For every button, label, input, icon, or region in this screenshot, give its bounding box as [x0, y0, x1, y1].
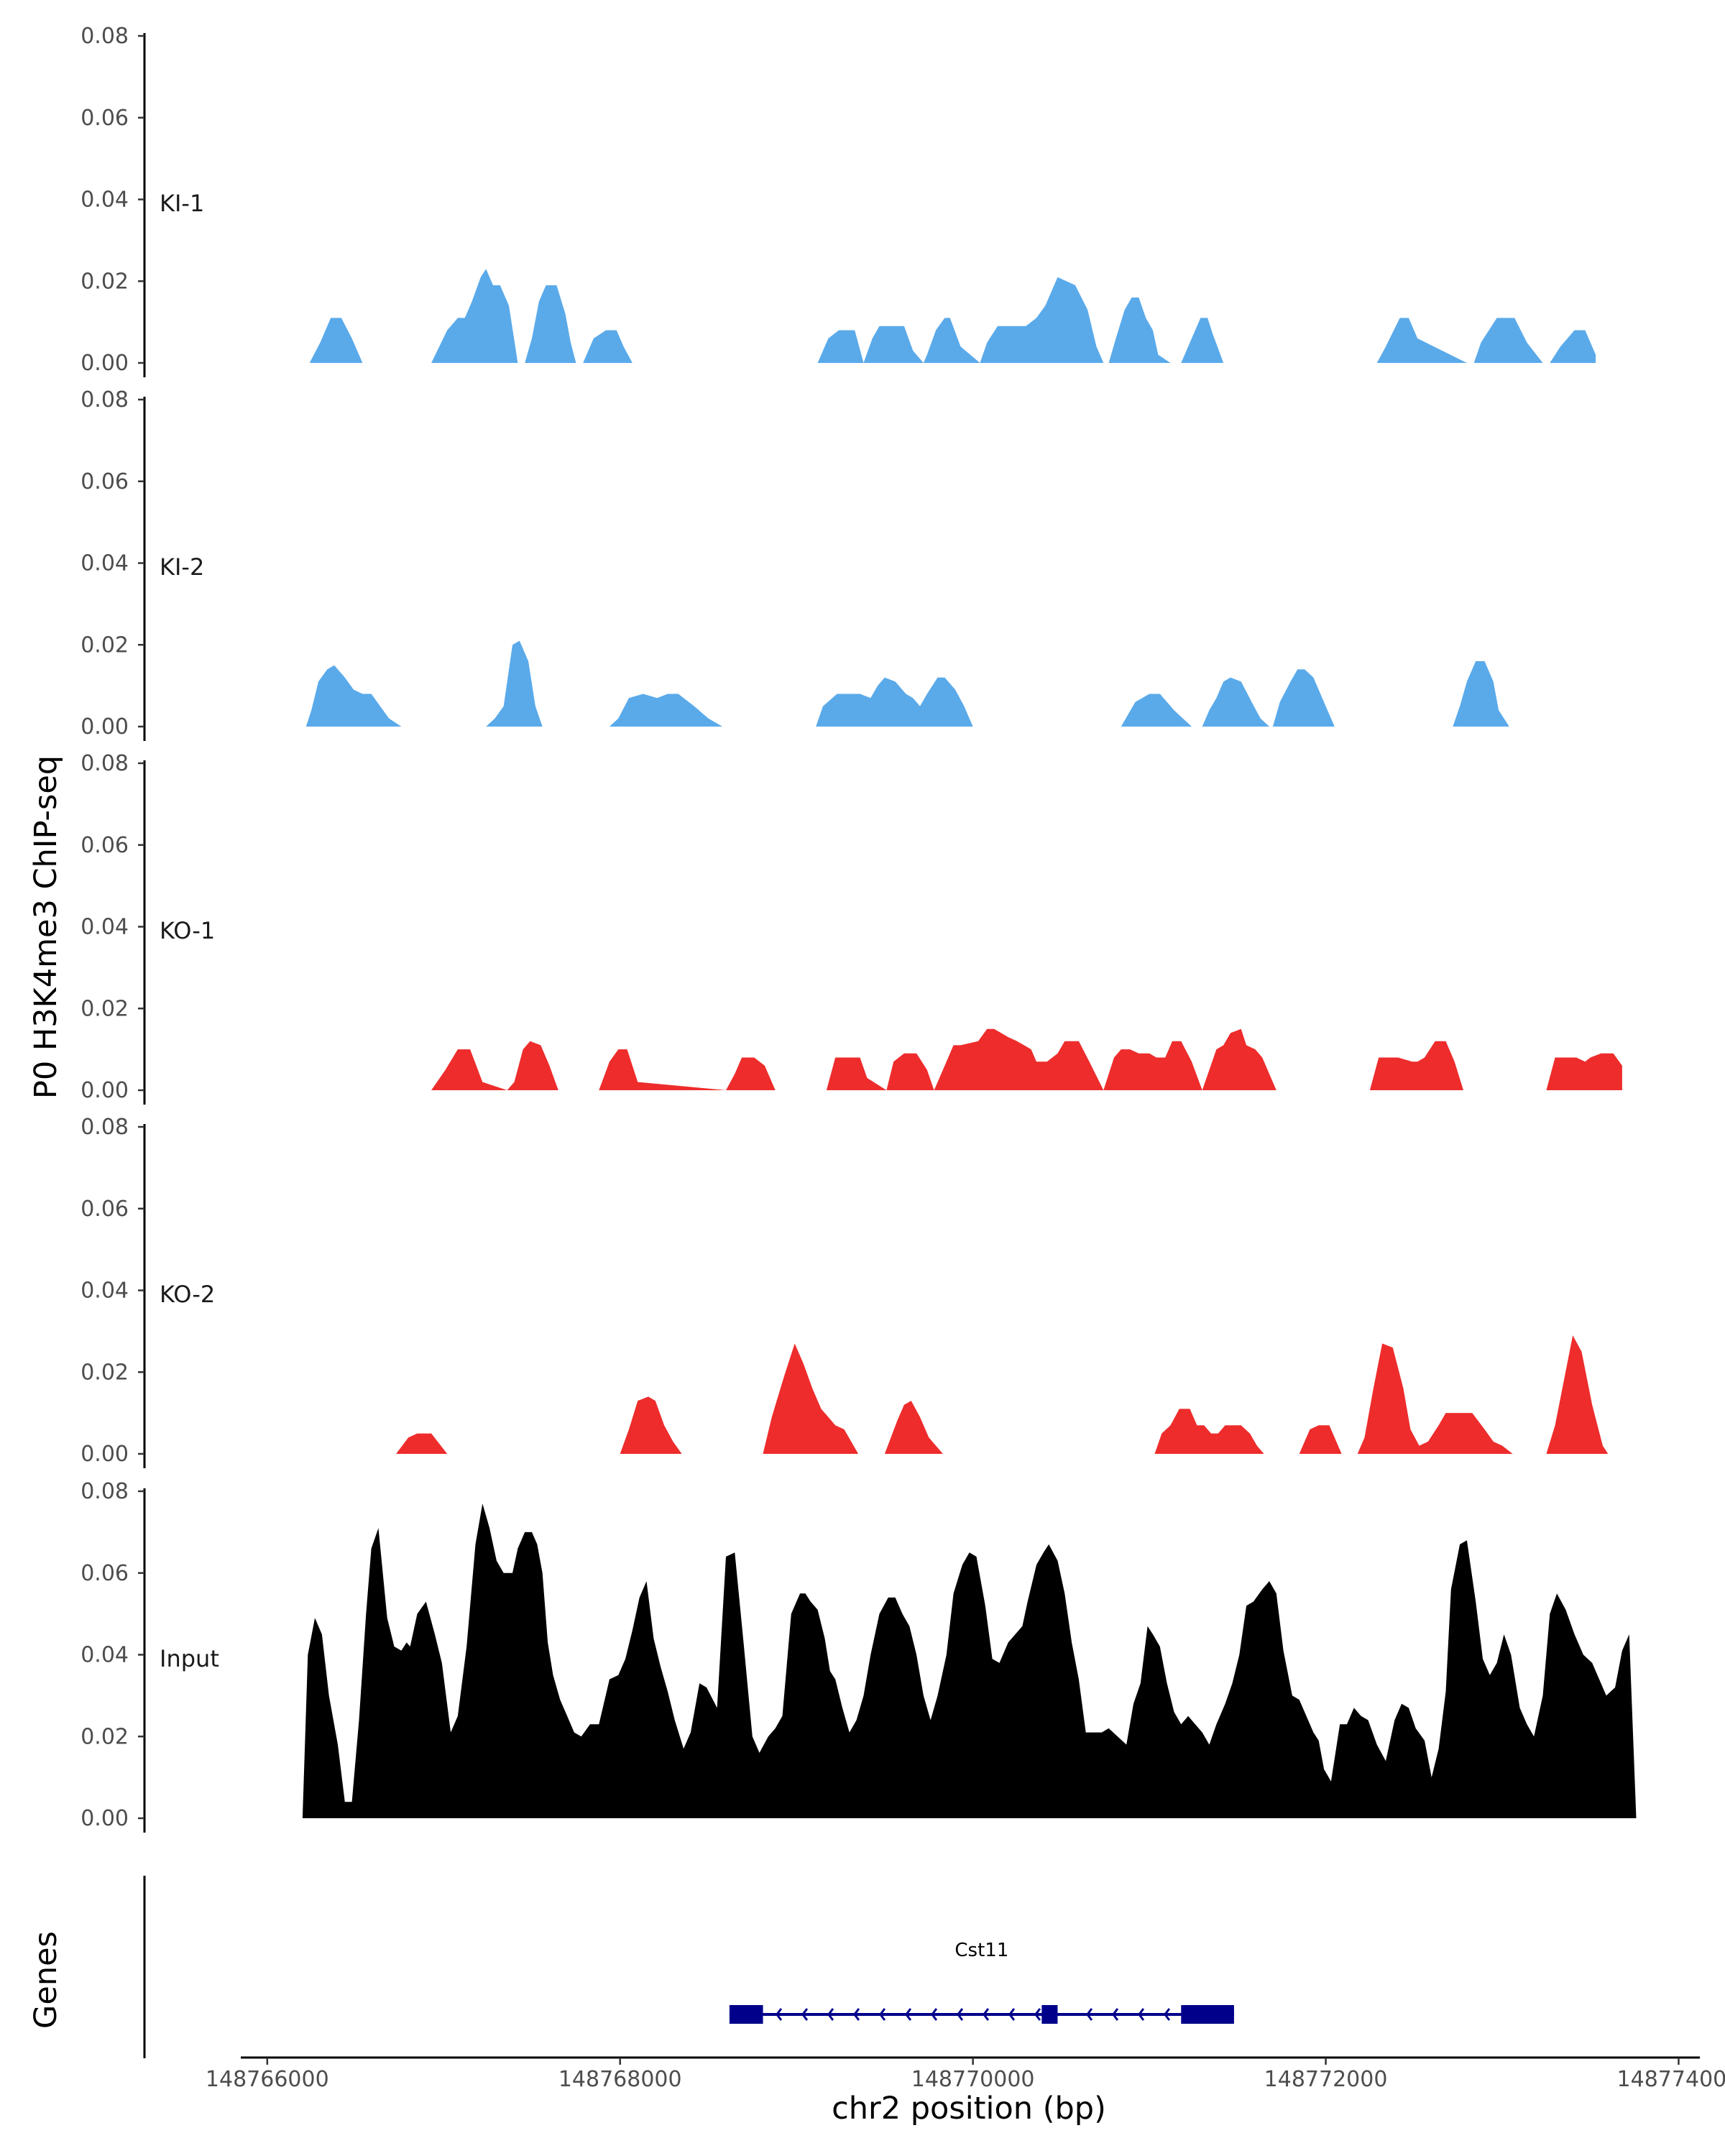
y-tick-label: 0.06 [80, 1561, 129, 1586]
strand-arrow [1008, 2008, 1016, 2021]
y-tick-label: 0.02 [80, 632, 129, 658]
y-tick-label: 0.08 [80, 751, 129, 776]
track-area-ki-2 [305, 640, 1524, 727]
gene-exon [1181, 2005, 1234, 2024]
y-tick-label: 0.00 [80, 1806, 129, 1831]
y-tick-label: 0.00 [80, 351, 129, 376]
strand-arrow [1112, 2008, 1119, 2021]
strand-arrow [1034, 2008, 1041, 2021]
strand-arrow [1164, 2008, 1171, 2021]
strand-arrow [853, 2008, 860, 2021]
y-axis-title: P0 H3K4me3 ChIP-seq [28, 755, 64, 1099]
y-tick-label: 0.02 [80, 269, 129, 294]
y-tick-label: 0.08 [80, 1115, 129, 1140]
gene-name-label: Cst11 [954, 1940, 1008, 1961]
strand-arrow [905, 2008, 912, 2021]
x-tick-label: 148774000 [1617, 2067, 1725, 2092]
track-ko-2: 0.00 0.02 0.04 0.06 0.08 KO-2 [80, 1115, 1609, 1468]
track-ki-1: 0.00 0.02 0.04 0.06 0.08 KI-1 [80, 24, 1596, 377]
genes-panel: Cst11 [143, 1876, 1234, 2058]
y-tick-label: 0.04 [80, 915, 129, 940]
y-tick-label: 0.06 [80, 833, 129, 858]
track-label-input: Input [160, 1645, 219, 1672]
genes-axis-title: Genes [28, 1931, 64, 2029]
y-tick-label: 0.02 [80, 1360, 129, 1385]
gene-exon [1041, 2005, 1058, 2024]
x-tick-label: 148768000 [558, 2067, 682, 2092]
y-tick-label: 0.00 [80, 1442, 129, 1467]
strand-arrow [827, 2008, 834, 2021]
x-tick-label: 148770000 [911, 2067, 1035, 2092]
tracks-layer: 0.00 0.02 0.04 0.06 0.08 KI-1 0.00 0.02 0.04 0.06… [80, 24, 1637, 1833]
strand-arrow [931, 2008, 938, 2021]
strand-arrow [957, 2008, 964, 2021]
strand-arrow [776, 2008, 783, 2021]
y-tick-label: 0.06 [80, 469, 129, 494]
track-area-ko-1 [431, 1028, 1622, 1090]
y-tick-label: 0.00 [80, 1078, 129, 1103]
track-area-ko-2 [396, 1335, 1609, 1454]
y-tick-label: 0.08 [80, 24, 129, 49]
track-ko-1: 0.00 0.02 0.04 0.06 0.08 KO-1 [80, 751, 1622, 1105]
track-label-ko-1: KO-1 [160, 917, 215, 944]
strand-arrow [1086, 2008, 1093, 2021]
track-label-ki-2: KI-2 [160, 553, 204, 581]
y-tick-label: 0.02 [80, 1724, 129, 1749]
y-tick-label: 0.06 [80, 106, 129, 131]
x-axis: 148766000 148768000 148770000 148772000 1487… [206, 2056, 1725, 2092]
y-tick-label: 0.04 [80, 1279, 129, 1304]
y-tick-label: 0.08 [80, 387, 129, 413]
y-tick-label: 0.04 [80, 1643, 129, 1668]
y-tick-label: 0.04 [80, 188, 129, 213]
strand-arrow [1138, 2008, 1145, 2021]
track-area-ki-1 [309, 269, 1596, 363]
x-tick-label: 148766000 [206, 2067, 329, 2092]
gene-cst11: Cst11 [729, 1940, 1234, 2024]
track-ki-2: 0.00 0.02 0.04 0.06 0.08 KI-2 [80, 387, 1524, 741]
track-label-ko-2: KO-2 [160, 1281, 215, 1308]
y-tick-label: 0.02 [80, 996, 129, 1021]
track-label-ki-1: KI-1 [160, 190, 204, 217]
y-tick-label: 0.00 [80, 714, 129, 740]
strand-arrow [983, 2008, 990, 2021]
x-axis-title: chr2 position (bp) [832, 2091, 1106, 2127]
track-area-input [302, 1503, 1637, 1818]
strand-arrow [801, 2008, 809, 2021]
gene-exon [729, 2005, 763, 2024]
y-tick-label: 0.04 [80, 551, 129, 576]
y-tick-label: 0.08 [80, 1479, 129, 1504]
strand-arrow [879, 2008, 886, 2021]
x-tick-label: 148772000 [1264, 2067, 1388, 2092]
y-tick-label: 0.06 [80, 1197, 129, 1222]
track-input: 0.00 0.02 0.04 0.06 0.08 Input [80, 1479, 1637, 1833]
